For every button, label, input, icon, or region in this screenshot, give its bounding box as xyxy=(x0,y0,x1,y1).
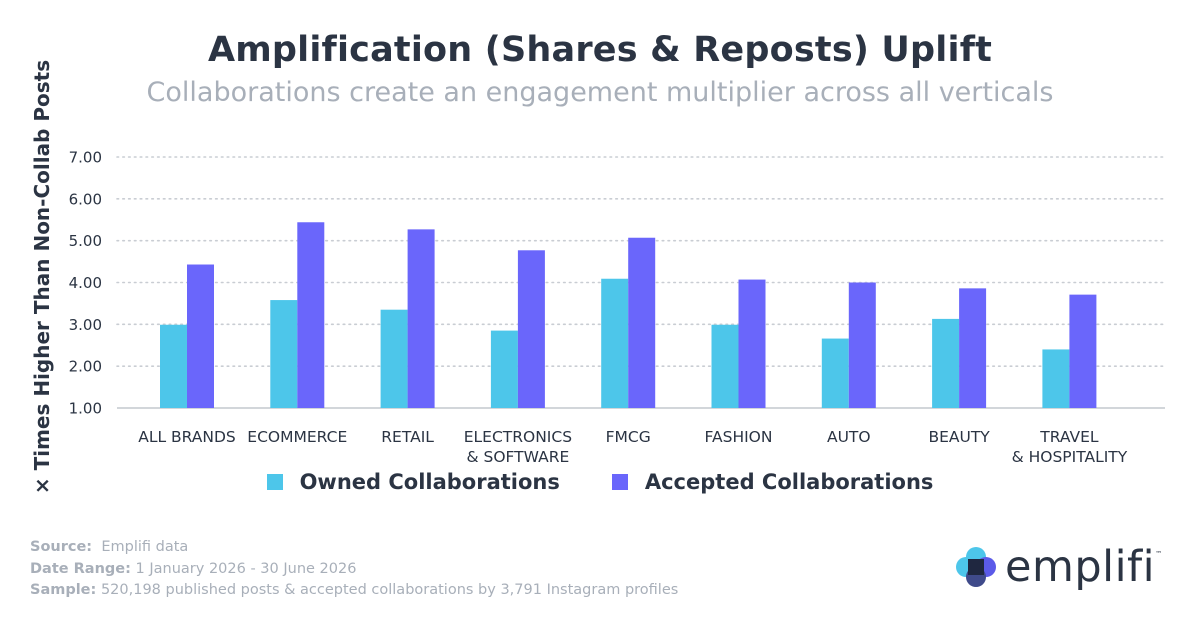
bar-chart: 1.00 2.00 3.00 4.00 5.00 6.00 7.00 ALL BRANDS EC… xyxy=(69,149,1166,466)
bar-accepted xyxy=(959,288,987,408)
bar-accepted xyxy=(848,282,876,408)
footer-date-range: Date Range: 1 January 2026 - 30 June 202… xyxy=(30,559,678,581)
emplifi-flower-icon xyxy=(955,546,997,588)
legend-item-accepted[interactable]: Accepted Collaborations xyxy=(611,470,934,494)
footer-date-value: 1 January 2026 - 30 June 2026 xyxy=(135,560,357,577)
footer-sample-label: Sample: xyxy=(30,582,97,598)
bar-accepted xyxy=(628,237,656,408)
chart-subtitle: Collaborations create an engagement mult… xyxy=(146,77,1054,108)
x-tick-label-line: & SOFTWARE xyxy=(466,448,569,466)
emplifi-logo[interactable]: emplifi ™ xyxy=(955,542,1163,592)
footer-date-label: Date Range: xyxy=(30,560,131,577)
bar-accepted xyxy=(407,229,435,408)
logo-trademark: ™ xyxy=(1155,550,1163,558)
chart-legend: Owned Collaborations Accepted Collaborat… xyxy=(0,470,1200,494)
x-tick-label: TRAVEL & HOSPITALITY xyxy=(1012,428,1128,466)
x-tick-label-line: BEAUTY xyxy=(928,428,990,446)
legend-label-owned: Owned Collaborations xyxy=(299,470,560,494)
bar-owned xyxy=(821,338,849,408)
footer-notes: Source: Emplifi data Date Range: 1 Janua… xyxy=(30,537,678,602)
bar-owned xyxy=(270,300,298,408)
legend-label-accepted: Accepted Collaborations xyxy=(644,470,934,494)
bar-owned xyxy=(601,278,629,408)
y-tick-label: 3.00 xyxy=(69,316,102,334)
x-tick-label: BEAUTY xyxy=(928,428,990,446)
x-tick-label-line: FMCG xyxy=(606,428,651,446)
y-tick-label: 5.00 xyxy=(69,232,102,250)
x-tick-label-line: RETAIL xyxy=(381,428,434,446)
bar-owned xyxy=(380,309,408,408)
bar-accepted xyxy=(187,264,214,408)
chart-title: Amplification (Shares & Reposts) Uplift xyxy=(207,30,993,70)
x-tick-label-line: & HOSPITALITY xyxy=(1012,448,1128,466)
bar-accepted xyxy=(297,222,325,408)
x-tick-label: AUTO xyxy=(827,428,871,446)
x-tick-label-line: ALL BRANDS xyxy=(138,428,236,446)
x-tick-label-line: ECOMMERCE xyxy=(247,428,347,446)
x-tick-label: ELECTRONICS & SOFTWARE xyxy=(464,428,572,466)
x-tick-label-line: ELECTRONICS xyxy=(464,428,572,446)
y-tick-label: 7.00 xyxy=(69,149,102,167)
footer-sample: Sample: 520,198 published posts & accept… xyxy=(30,580,678,602)
y-tick-label: 1.00 xyxy=(69,400,102,418)
x-tick-label: FMCG xyxy=(606,428,651,446)
bar-owned xyxy=(932,318,960,408)
x-tick-label: ALL BRANDS xyxy=(138,428,236,446)
bar-owned xyxy=(490,330,518,408)
footer-source-label: Source: xyxy=(30,539,93,555)
y-tick-label: 6.00 xyxy=(69,190,102,208)
bar-accepted xyxy=(738,279,766,408)
legend-swatch-owned xyxy=(266,474,283,490)
legend-item-owned[interactable]: Owned Collaborations xyxy=(266,470,560,494)
legend-swatch-accepted xyxy=(611,474,628,490)
y-tick-label: 4.00 xyxy=(69,274,102,292)
footer-source-value: Emplifi data xyxy=(101,539,189,555)
x-tick-label-line: AUTO xyxy=(827,428,871,446)
x-tick-label: FASHION xyxy=(705,428,773,446)
bar-owned xyxy=(711,324,739,408)
footer-sample-value: 520,198 published posts & accepted colla… xyxy=(100,582,679,598)
bar-owned xyxy=(160,324,187,408)
bar-accepted xyxy=(1069,294,1097,408)
footer-source: Source: Emplifi data xyxy=(30,537,678,559)
x-tick-label: ECOMMERCE xyxy=(247,428,347,446)
y-tick-label: 2.00 xyxy=(69,358,102,376)
x-tick-label-line: TRAVEL xyxy=(1039,428,1099,446)
bar-owned xyxy=(1042,349,1070,408)
bar-accepted xyxy=(517,250,545,408)
x-tick-label: RETAIL xyxy=(381,428,434,446)
x-tick-label-line: FASHION xyxy=(705,428,773,446)
logo-wordmark: emplifi xyxy=(1005,542,1156,592)
